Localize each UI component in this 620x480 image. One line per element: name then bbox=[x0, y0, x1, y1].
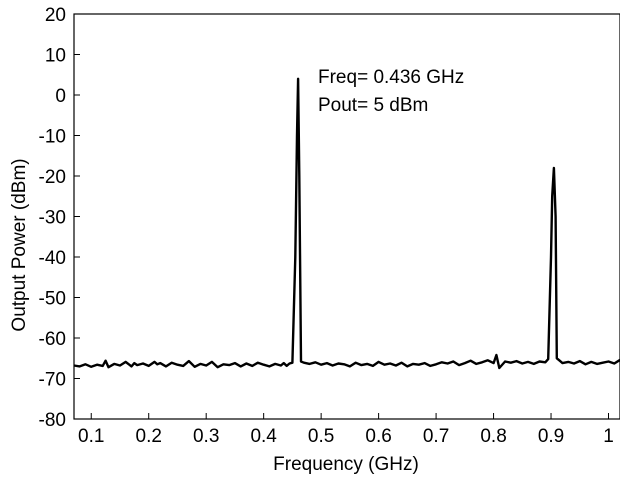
x-tick-label: 0.7 bbox=[423, 426, 449, 447]
y-tick-label: -70 bbox=[39, 370, 66, 391]
x-axis-label: Frequency (GHz) bbox=[273, 454, 419, 475]
annotation-power-label: Pout= 5 dBm bbox=[318, 95, 428, 116]
x-tick-label: 1 bbox=[603, 426, 614, 447]
y-tick-label: -60 bbox=[39, 329, 66, 350]
y-tick-label: 0 bbox=[55, 86, 66, 107]
x-tick-label: 0.2 bbox=[136, 426, 162, 447]
y-tick-label: -80 bbox=[39, 410, 66, 431]
x-tick-label: 0.6 bbox=[365, 426, 391, 447]
y-axis-label: Output Power (dBm) bbox=[9, 158, 30, 331]
axes-layer: 20 10 0 -10 -20 -30 -40 -50 -60 -70 -80 0.1 0.2 0.3 0.… bbox=[39, 5, 620, 447]
y-tick-label: -20 bbox=[39, 167, 66, 188]
x-tick-label: 0.9 bbox=[538, 426, 564, 447]
y-tick-label: -50 bbox=[39, 289, 66, 310]
x-tick-label: 0.4 bbox=[250, 426, 277, 447]
x-tick-label: 0.8 bbox=[480, 426, 506, 447]
y-tick-label: 20 bbox=[45, 5, 66, 26]
x-tick-label: 0.5 bbox=[308, 426, 334, 447]
y-tick-label: -10 bbox=[39, 127, 66, 148]
spectrum-series-line bbox=[73, 77, 620, 370]
y-tick-label: -30 bbox=[39, 208, 66, 229]
annotation-layer: Freq= 0.436 GHz Pout= 5 dBm bbox=[318, 67, 464, 116]
y-tick-label: 10 bbox=[45, 46, 66, 67]
series-layer bbox=[73, 77, 620, 370]
x-tick-label: 0.1 bbox=[78, 426, 104, 447]
annotation-frequency-label: Freq= 0.436 GHz bbox=[318, 67, 464, 88]
x-tick-label: 0.3 bbox=[193, 426, 219, 447]
y-tick-label: -40 bbox=[39, 248, 66, 269]
